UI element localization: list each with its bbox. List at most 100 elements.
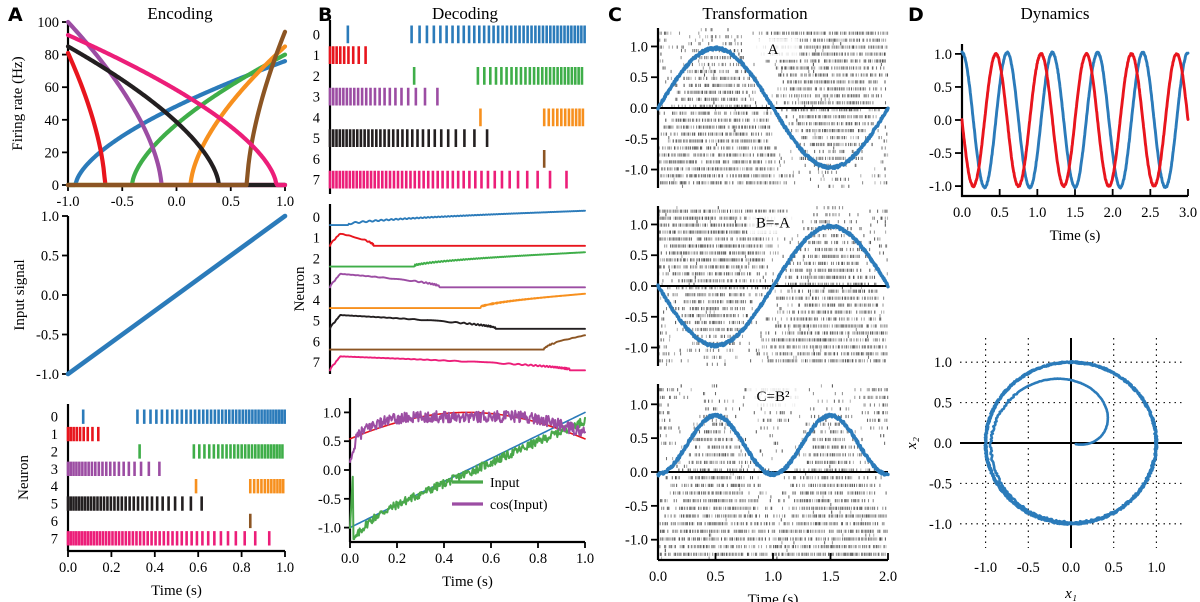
xtick-label: 0.2: [102, 560, 120, 576]
ytick-label-neuron-0: 0: [313, 210, 320, 226]
xtick-label: 1.0: [276, 560, 294, 576]
input-ramp-line: [65, 213, 288, 377]
ytick-label: -1.0: [318, 521, 341, 537]
xtick-label: 0.0: [167, 194, 185, 210]
ytick-label: 1.0: [630, 39, 648, 55]
ytick-label: 1.0: [323, 405, 341, 421]
xtick-label: 0.8: [233, 560, 251, 576]
ytick-label: 1.0: [41, 209, 59, 225]
panel-b-title: Decoding: [431, 4, 499, 23]
panel-c-sub-2: -1.0 -0.5 0.0 0.5 1.0 0.0 0.5 1.0 1.5 2.0 Time (s)…: [600, 374, 900, 602]
raster-row-neuron-5: [328, 129, 489, 147]
x-axis-label: Time (s): [151, 583, 202, 599]
ytick-label: 0: [52, 178, 59, 194]
xtick-label: 0.0: [341, 551, 359, 567]
raster-row-neuron-4: [194, 479, 285, 494]
filtered-trace-neuron-4: [329, 292, 586, 310]
ytick-label-neuron-5: 5: [51, 497, 58, 513]
decoded-cos-curve: [349, 409, 586, 464]
ytick-label: 0.0: [41, 288, 59, 304]
ytick-label: -1.0: [625, 341, 648, 357]
panel-c-sub-1-svg: -1.0 -0.5 0.0 0.5 1.0 B=-A: [625, 206, 890, 366]
filtered-trace-neuron-3: [329, 272, 586, 289]
panel-a-raster: 0.0 0.2 0.4 0.6 0.8 1.0 Time (s) 0 1 2 3 4 5 6 7 Neuron: [0, 392, 294, 602]
tuning-curve-neuron-7: [65, 32, 288, 188]
raster-row-neuron-4: [479, 108, 585, 127]
ytick-label: -0.5: [625, 310, 648, 326]
ytick-label-neuron-2: 2: [313, 69, 320, 85]
ytick-label: 0.5: [630, 248, 648, 264]
ytick-label-neuron-0: 0: [51, 410, 58, 426]
decoded-input-curve: [349, 416, 586, 541]
panel-c-sub-0-svg: -1.0 -0.5 0.0 0.5 1.0 A: [625, 28, 890, 188]
ytick-label: 0.0: [630, 101, 648, 117]
xtick-label: 0.4: [435, 551, 454, 567]
x-axis-label: Time (s): [442, 574, 493, 590]
transform-annotation-0: A: [768, 42, 779, 58]
raster-row-neuron-5: [66, 496, 203, 511]
panel-a-letter: A: [8, 4, 23, 26]
ytick-label: -0.5: [318, 492, 341, 508]
filtered-trace-neuron-1: [329, 232, 586, 247]
xtick-label: -1.0: [57, 194, 80, 210]
ytick-label-neuron-3: 3: [313, 272, 320, 288]
panel-a-tuning-svg: 0 20 40 60 80 100 -1.0 -0.5 0.0 0.5 1.0 Firing rate…: [10, 15, 294, 210]
transform-annotation-1: B=-A: [756, 216, 790, 232]
raster-row-neuron-3: [66, 461, 161, 476]
ytick-label: 20: [45, 145, 60, 161]
raster-row-neuron-2: [412, 67, 584, 85]
panel-b-decoded: -1.0 -0.5 0.0 0.5 1.0 0.0 0.2 0.4 0.6 0.8 1.0 Time …: [300, 384, 600, 599]
panel-a-raster-svg: 0.0 0.2 0.4 0.6 0.8 1.0 Time (s) 012 34 567 Neuron: [16, 404, 294, 599]
ytick-label-neuron-5: 5: [313, 314, 320, 330]
ytick-label-neuron-7: 7: [51, 531, 58, 547]
panel-c-sub-0: -1.0 -0.5 0.0 0.5 1.0 A: [600, 18, 900, 196]
panel-b-filtered-svg: Neuron 0 1 2 3 4 5 6 7: [292, 204, 586, 374]
ytick-label-neuron-0: 0: [313, 27, 320, 43]
filtered-trace-neuron-0: [329, 209, 586, 227]
ytick-label-neuron-1: 1: [313, 231, 320, 247]
ytick-label-neuron-3: 3: [51, 462, 58, 478]
filtered-trace-neuron-2: [329, 251, 586, 268]
signal-curve-1: [656, 223, 890, 349]
raster-row-neuron-0: [81, 409, 286, 424]
panel-c-sub-1: -1.0 -0.5 0.0 0.5 1.0 B=-A: [600, 196, 900, 374]
raster-row-neuron-3: [328, 87, 439, 106]
ideal-input-line: [349, 411, 586, 529]
ytick-label-neuron-5: 5: [313, 131, 320, 147]
ideal-cos-line: [349, 411, 586, 440]
filtered-trace-neuron-7: [329, 355, 586, 372]
ytick-label: 1.0: [630, 217, 648, 233]
raster-row-neuron-7: [66, 531, 271, 546]
ytick-label-neuron-7: 7: [313, 355, 320, 371]
ytick-label-neuron-2: 2: [313, 251, 320, 267]
ytick-label-neuron-2: 2: [51, 444, 58, 460]
ytick-label: 100: [37, 15, 59, 31]
raster-row-neuron-0: [346, 25, 586, 44]
ytick-label-neuron-7: 7: [313, 173, 320, 189]
ytick-label: 40: [45, 113, 60, 129]
panel-a-tuning: 0 20 40 60 80 100 -1.0 -0.5 0.0 0.5 1.0 Firing rate…: [0, 0, 294, 210]
panel-a-title: Encoding: [147, 4, 213, 23]
xtick-label: 0.8: [529, 551, 547, 567]
panel-b-letter: B: [318, 4, 333, 26]
panel-c-title: Transformation: [702, 4, 808, 23]
ytick-label: -0.5: [36, 328, 59, 344]
filtered-trace-neuron-6: [329, 334, 586, 351]
ytick-label-neuron-4: 4: [313, 293, 321, 309]
panel-a-input: -1.0 -0.5 0.0 0.5 1.0 Input signal: [0, 196, 290, 392]
annotation-bg-1: [747, 212, 799, 234]
tuning-curve-neuron-5: [65, 44, 288, 188]
ytick-label: -1.0: [36, 367, 59, 383]
ytick-label-neuron-3: 3: [313, 90, 320, 106]
ytick-label: 80: [45, 48, 60, 64]
ytick-label: 0.5: [630, 70, 648, 86]
ytick-label-neuron-4: 4: [313, 110, 321, 126]
ytick-label-neuron-4: 4: [51, 479, 59, 495]
annotation-bg-0: [747, 38, 799, 60]
legend-label-0: Input: [490, 476, 520, 491]
ytick-label: 0.0: [323, 463, 341, 479]
ytick-label: -1.0: [625, 163, 648, 179]
panel-b-filtered: Neuron 0 1 2 3 4 5 6 7: [292, 200, 600, 380]
legend: Input cos(Input): [452, 476, 548, 513]
